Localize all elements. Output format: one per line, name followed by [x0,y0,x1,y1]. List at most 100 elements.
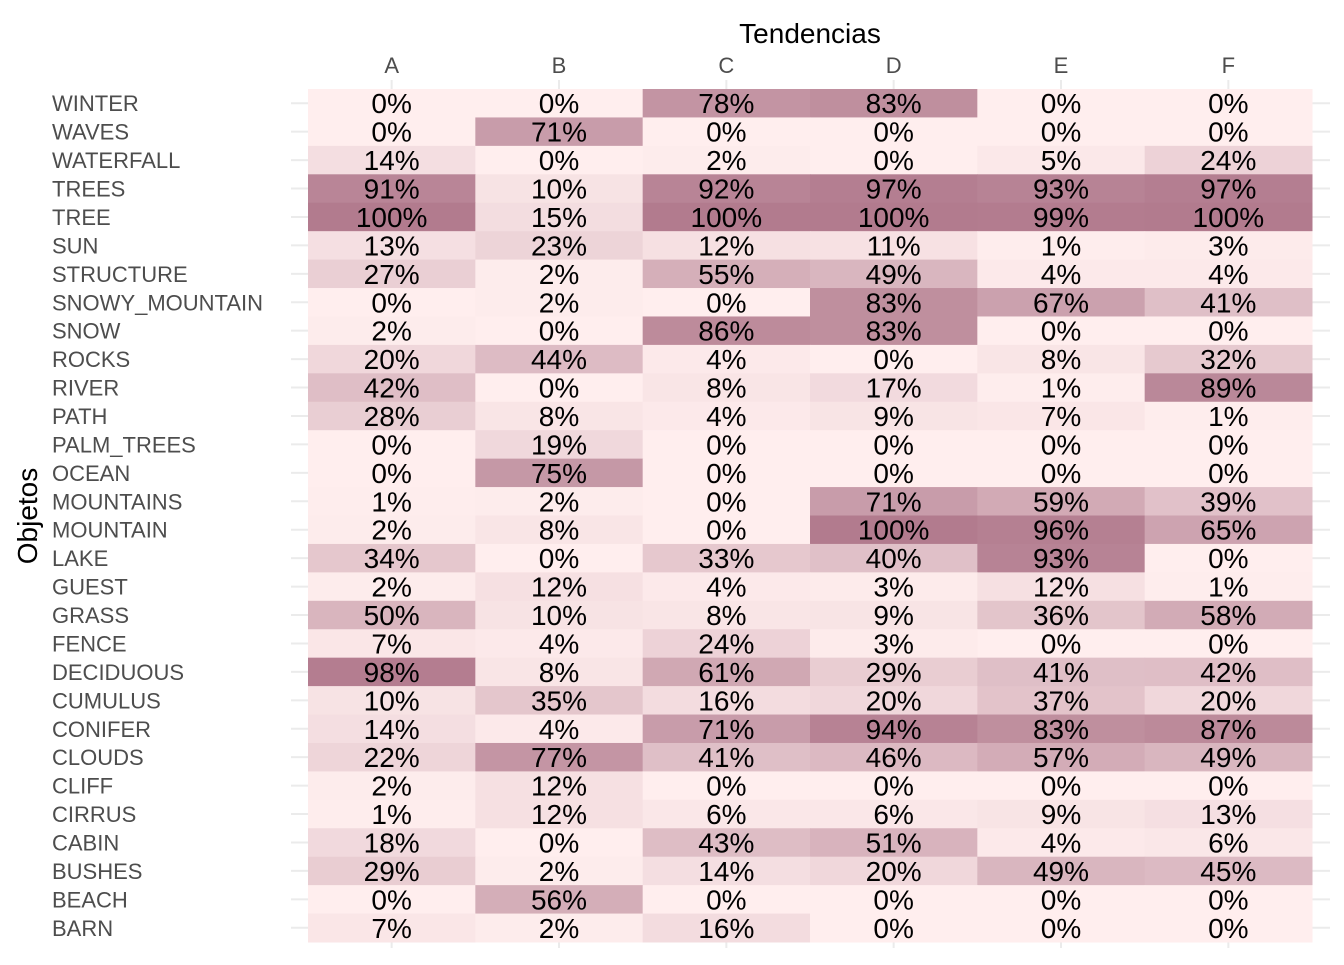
cell-value-label: 29% [364,856,420,887]
heatmap-cell-cabin-a [308,828,476,858]
heatmap-cell-beach-d [810,885,978,915]
cell-value-label: 12% [1033,572,1089,603]
cell-value-label: 4% [706,401,746,432]
heatmap-cell-clouds-a [308,742,476,772]
heatmap-cell-snow-f [1144,316,1313,346]
heatmap-cell-rocks-f [1144,344,1313,374]
cell-value-label: 2% [539,287,579,318]
heatmap-cell-bushes-f [1144,856,1313,886]
heatmap-cell-sun-f [1144,231,1313,261]
cell-value-label: 36% [1033,600,1089,631]
cell-value-label: 93% [1033,174,1089,205]
heatmap-cell-ocean-b [475,458,644,488]
heatmap-cell-cumulus-e [977,686,1146,716]
cell-value-label: 41% [1200,287,1256,318]
row-tick-label-snow: SNOW [52,319,121,344]
heatmap-cell-sun-c [642,231,811,261]
cell-value-label: 13% [364,230,420,261]
heatmap-cell-mountains-c [642,487,811,516]
cell-value-label: 0% [706,884,746,915]
heatmap-cell-lake-d [810,543,978,573]
heatmap-cell-tree-f [1144,202,1313,232]
heatmap-cell-cliff-a [308,771,476,801]
cell-value-label: 28% [364,401,420,432]
cell-value-label: 49% [866,259,922,290]
heatmap-cell-rocks-b [475,344,644,374]
cell-value-label: 4% [706,572,746,603]
column-tick-layer: A B C D E F [384,53,1235,78]
heatmap-cell-path-c [642,401,811,431]
heatmap-cell-trees-b [475,174,644,204]
heatmap-cell-beach-a [308,885,476,915]
row-tick-label-grass: GRASS [52,603,129,628]
heatmap-cell-mountains-e [977,487,1146,516]
heatmap-cell-winter-f [1144,89,1313,118]
heatmap-cell-palm-trees-d [810,430,978,460]
heatmap-cell-guest-f [1144,572,1313,602]
cell-value-label: 9% [873,600,913,631]
heatmap-cell-waterfall-b [475,145,644,175]
heatmap-cell-rocks-d [810,344,978,374]
heatmap-cell-structure-f [1144,259,1313,289]
heatmap-cell-sun-a [308,231,476,261]
row-tick-label-cliff: CLIFF [52,774,113,799]
heatmap-cell-beach-b [475,885,644,915]
cell-value-label: 12% [531,799,587,830]
cell-value-label: 100% [356,202,428,233]
cell-value-label: 100% [858,202,930,233]
heatmap-cell-ocean-a [308,458,476,488]
heatmap-cell-waterfall-c [642,145,811,175]
cell-value-label: 6% [873,799,913,830]
heatmap-cell-river-a [308,373,476,403]
cell-value-label: 20% [364,344,420,375]
heatmap-cell-structure-e [977,259,1146,289]
heatmap-cell-cumulus-a [308,686,476,716]
heatmap-cell-waves-b [475,117,644,147]
cell-value-label: 83% [866,316,922,347]
cell-value-label: 0% [1041,88,1081,119]
cell-value-label: 4% [1041,259,1081,290]
heatmap-cell-beach-e [977,885,1146,915]
column-tick-label-d: D [886,53,902,78]
cell-value-label: 0% [1041,913,1081,944]
heatmap-cell-conifer-a [308,714,476,744]
heatmap-cell-winter-b [475,89,644,118]
cell-value-label: 22% [364,742,420,773]
heatmap-cell-lake-c [642,543,811,573]
cell-value-label: 15% [531,202,587,233]
heatmap-cell-rocks-a [308,344,476,374]
cell-value-label: 2% [371,771,411,802]
heatmap-cell-snowy-mountain-c [642,288,811,317]
heatmap-cell-bushes-d [810,856,978,886]
cell-value-label: 98% [364,657,420,688]
cell-value-label: 0% [873,884,913,915]
cell-value-label: 99% [1033,202,1089,233]
heatmap-cell-snow-c [642,316,811,346]
heatmap-cell-winter-a [308,89,476,118]
heatmap-cell-grass-b [475,600,644,630]
cell-value-label: 20% [866,856,922,887]
cell-value-label: 37% [1033,685,1089,716]
row-tick-label-mountain: MOUNTAIN [52,518,168,543]
heatmap-cell-fence-b [475,629,644,659]
heatmap-cell-structure-d [810,259,978,289]
row-tick-label-structure: STRUCTURE [52,262,188,287]
cell-value-label: 97% [1200,174,1256,205]
cell-value-label: 43% [698,827,754,858]
cell-value-label: 13% [1200,799,1256,830]
cell-value-label: 0% [1208,543,1248,574]
heatmap-cell-structure-a [308,259,476,289]
heatmap-cell-sun-b [475,231,644,261]
heatmap-cell-grass-d [810,600,978,630]
cell-value-label: 3% [873,628,913,659]
heatmap-cell-cliff-b [475,771,644,801]
cell-value-label: 57% [1033,742,1089,773]
row-tick-label-bushes: BUSHES [52,859,142,884]
heatmap-cell-clouds-e [977,742,1146,772]
heatmap-cell-cirrus-a [308,799,476,829]
heatmap-cell-mountain-a [308,515,476,545]
cell-value-label: 0% [1041,117,1081,148]
column-tick-label-f: F [1222,53,1235,78]
row-tick-label-trees: TREES [52,177,125,202]
row-tick-label-cabin: CABIN [52,830,119,855]
